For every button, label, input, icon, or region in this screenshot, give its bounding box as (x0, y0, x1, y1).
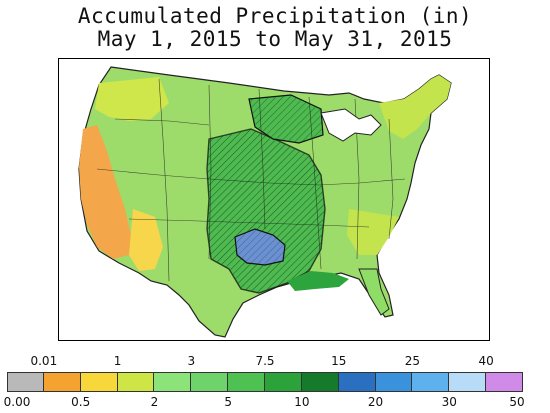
legend-upper-label: 25 (404, 354, 421, 368)
northeast-light-zone (379, 75, 451, 139)
legend-swatch (412, 372, 450, 392)
legend-lower-label: 0.00 (3, 395, 31, 409)
southeast-light-zone (347, 209, 399, 255)
map-title: Accumulated Precipitation (in) (77, 4, 473, 28)
legend-swatch (375, 372, 413, 392)
legend-swatch (80, 372, 118, 392)
dry-southwest (129, 209, 163, 271)
northwest-light-zone (95, 77, 169, 121)
legend-swatch (154, 372, 192, 392)
legend-swatch (43, 372, 81, 392)
precipitation-legend: 0.00 0.5 2 5 10 20 30 50 0.01 1 3 7.5 15 25 40 (0, 352, 550, 413)
legend-lower-label: 0.5 (71, 395, 91, 409)
legend-upper-label: 3 (187, 354, 196, 368)
florida (358, 268, 390, 316)
legend-swatch (449, 372, 487, 392)
legend-swatch (117, 372, 155, 392)
precipitation-map (58, 58, 490, 341)
legend-lower-label: 2 (150, 395, 159, 409)
legend-swatch (228, 372, 265, 392)
legend-upper-label: 40 (478, 354, 494, 368)
north-central-hatch (249, 95, 323, 143)
legend-upper-label: 0.01 (30, 354, 58, 368)
dry-west-coast (79, 125, 131, 259)
legend-swatch (191, 372, 229, 392)
gulf-coast-wet-zone (287, 271, 349, 291)
legend-lower-label: 50 (509, 395, 525, 409)
great-lakes (320, 108, 382, 142)
legend-lower-label: 20 (367, 395, 384, 409)
map-date-range: May 1, 2015 to May 31, 2015 (97, 27, 453, 51)
legend-lower-label: 10 (294, 395, 310, 409)
legend-upper-label: 15 (331, 354, 347, 368)
extreme-zone-hatch (235, 229, 285, 265)
legend-upper-label: 1 (113, 354, 122, 368)
legend-swatch (486, 372, 523, 392)
legend-swatch (265, 372, 302, 392)
legend-swatch (338, 372, 376, 392)
legend-swatch (301, 372, 339, 392)
legend-lower-label: 30 (441, 395, 457, 409)
legend-swatch (7, 372, 44, 392)
legend-upper-label: 7.5 (255, 354, 275, 368)
map-canvas (78, 66, 452, 338)
legend-lower-label: 5 (224, 395, 232, 409)
